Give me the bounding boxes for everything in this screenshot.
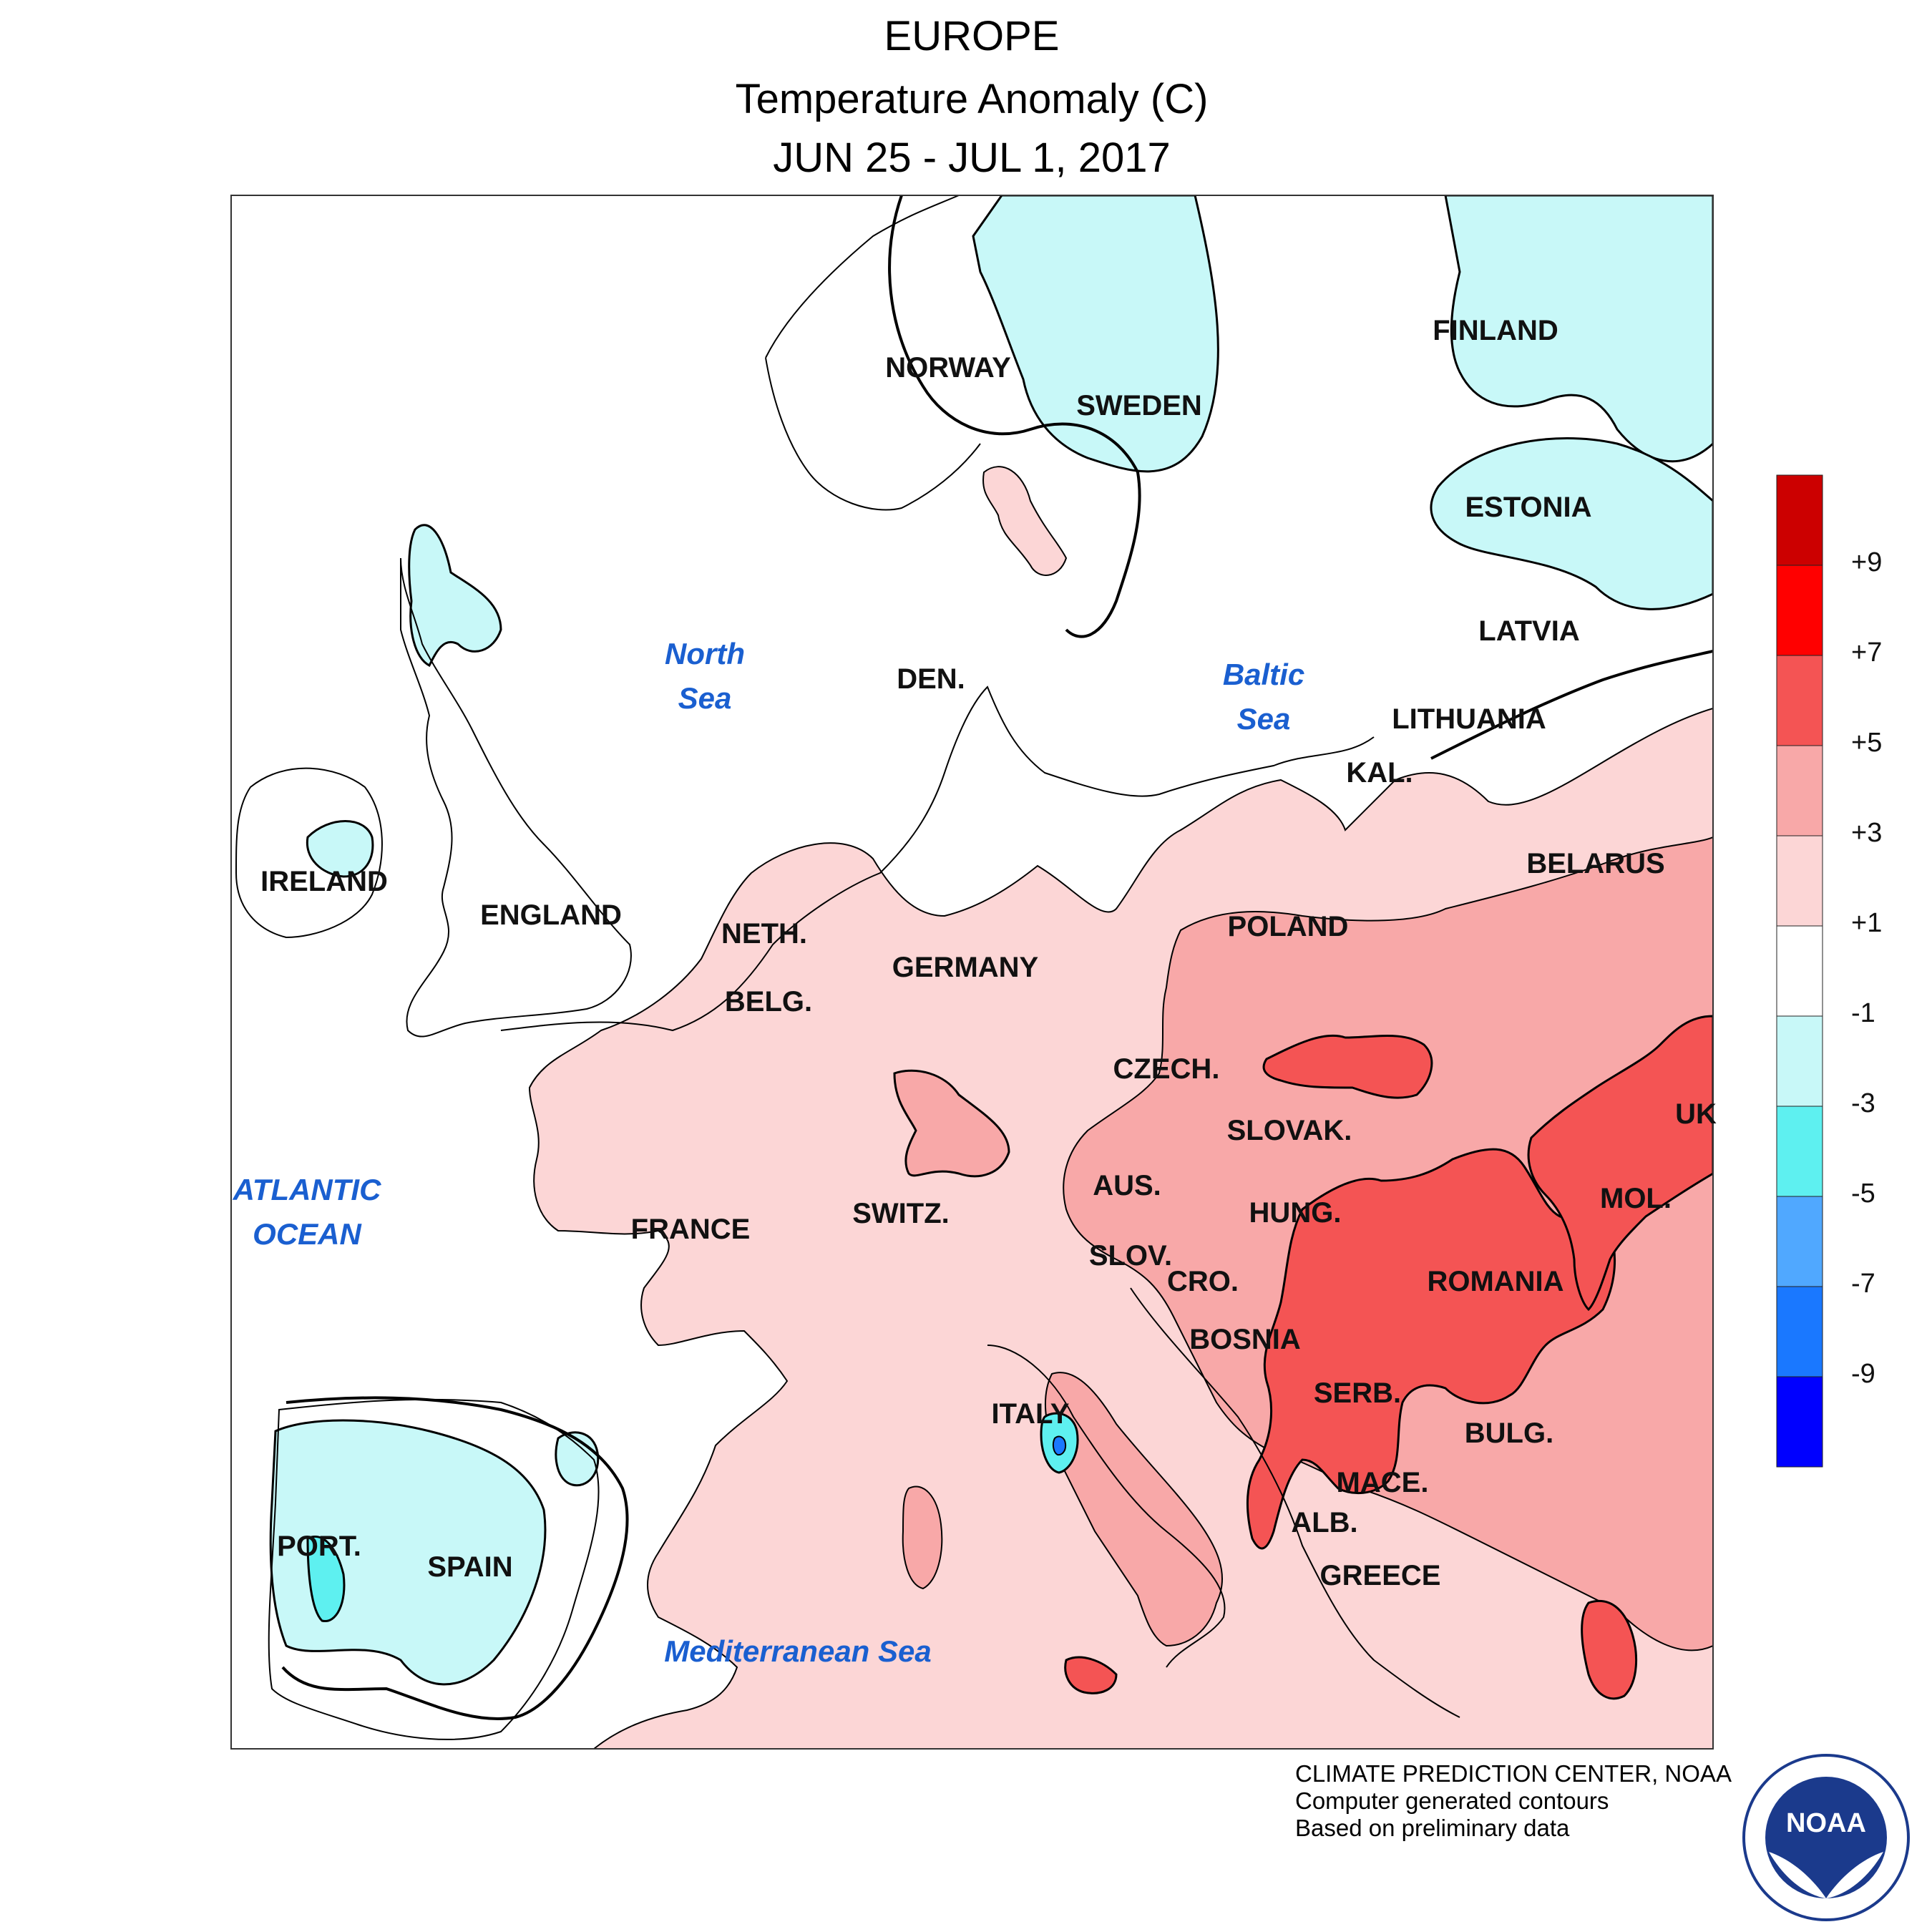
anomaly-region-iberia-cold (269, 1419, 547, 1686)
country-label-france: FRANCE (631, 1214, 751, 1245)
coastlines (235, 195, 1460, 1740)
sea-label-baltic-sea-1: Sea (1237, 702, 1291, 736)
anomaly-region-scotland-cold (408, 524, 502, 668)
country-label-estonia: ESTONIA (1465, 492, 1591, 523)
country-label-sweden: SWEDEN (1076, 390, 1202, 421)
credit-line-1: CLIMATE PREDICTION CENTER, NOAA (1295, 1760, 1732, 1787)
anomaly-region-portugal-cold-core (306, 1536, 346, 1622)
coastline-britain (400, 557, 632, 1038)
country-label-italy: ITALY (992, 1398, 1070, 1430)
country-label-serb: SERB. (1314, 1377, 1401, 1409)
country-label-czech: CZECH. (1113, 1053, 1220, 1085)
country-label-belg: BELG. (725, 986, 812, 1018)
noaa-logo-text: NOAA (1786, 1808, 1866, 1838)
country-label-lithuania: LITHUANIA (1392, 703, 1546, 735)
anomaly-region-finland-cold (1444, 195, 1713, 463)
anomaly-region-poland-strong-warm (1262, 1034, 1433, 1099)
coastline-italy (987, 1345, 1226, 1668)
coastline-ireland (235, 767, 383, 939)
contour-bold-baltic (1430, 650, 1713, 760)
country-label-bosnia: BOSNIA (1189, 1324, 1301, 1355)
country-label-den: DEN. (897, 663, 965, 695)
country-label-port: PORT. (277, 1531, 361, 1562)
country-label-mol: MOL. (1600, 1183, 1672, 1214)
anomaly-region-balkans-strong-warm (1246, 1148, 1616, 1550)
country-label-alb: ALB. (1291, 1507, 1357, 1538)
anomaly-region-italy-cold-center (1052, 1435, 1067, 1456)
noaa-logo: NOAA (1742, 1754, 1910, 1921)
map-title-period: JUN 25 - JUL 1, 2017 (773, 135, 1171, 181)
country-label-mace: MACE. (1337, 1467, 1429, 1498)
anomaly-region-sicily-strong-warm (1064, 1656, 1118, 1694)
map-frame (230, 195, 1714, 1750)
credit-line-3: Based on preliminary data (1295, 1815, 1570, 1841)
country-label-bulg: BULG. (1465, 1418, 1553, 1449)
contour-bold-scandinavia (888, 195, 1141, 638)
country-label-england: ENGLAND (480, 899, 622, 931)
anomaly-region-ukraine-strong-warm (1527, 1015, 1713, 1312)
country-label-norway: NORWAY (885, 352, 1011, 384)
anomaly-region-germany-south-strong (893, 1069, 1010, 1178)
contour-bold-iberia (281, 1396, 629, 1720)
sea-label-north-sea-0: North (665, 637, 745, 670)
sea-label-north-sea-1: Sea (678, 681, 732, 715)
sea-label-atlantic-ocean-1: OCEAN (253, 1217, 362, 1251)
country-label-spain: SPAIN (427, 1551, 512, 1583)
coastline-balkans (1130, 1287, 1460, 1718)
country-label-slovak: SLOVAK. (1227, 1115, 1352, 1146)
credit-line-2: Computer generated contours (1295, 1787, 1609, 1814)
anomaly-region-sardinia-mid-warm (902, 1485, 943, 1590)
country-label-belarus: BELARUS (1526, 848, 1664, 879)
country-label-poland: POLAND (1228, 911, 1349, 942)
country-label-aus: AUS. (1093, 1170, 1161, 1201)
country-label-greece: GREECE (1320, 1560, 1441, 1591)
country-label-slov: SLOV. (1089, 1240, 1172, 1272)
anomaly-region-sweden-south-warm (982, 466, 1068, 576)
map-title-variable: Temperature Anomaly (C) (735, 76, 1209, 122)
country-label-cro: CRO. (1167, 1266, 1239, 1297)
coastline-continent (500, 686, 1375, 1032)
coastline-iberia (268, 1398, 600, 1740)
country-label-finland: FINLAND (1433, 315, 1558, 346)
country-label-switz: SWITZ. (852, 1198, 950, 1229)
coastline-norway (765, 195, 981, 511)
anomaly-region-estonia-cold (1430, 437, 1713, 610)
country-label-neth: NETH. (721, 918, 807, 950)
map-labels: NORWAY SWEDEN FINLAND ESTONIA LATVIA LITHUANI… (233, 315, 1717, 1668)
sea-label-mediterranean-sea-0: Mediterranean Sea (664, 1634, 932, 1668)
country-label-hung: HUNG. (1249, 1197, 1342, 1229)
sea-label-atlantic-ocean-0: ATLANTIC (233, 1173, 382, 1206)
sea-label-baltic-sea-0: Baltic (1223, 658, 1304, 691)
country-label-latvia: LATVIA (1478, 615, 1579, 647)
anomaly-region-scandinavia-cold (972, 195, 1219, 473)
country-label-germany: GERMANY (892, 952, 1039, 983)
country-label-uk: UK (1675, 1098, 1717, 1130)
country-label-ireland: IRELAND (260, 866, 388, 897)
anomaly-region-ireland-cold (306, 820, 374, 878)
map-title-region: EUROPE (884, 13, 1060, 59)
anomaly-region-greece-strong-warm (1581, 1599, 1638, 1700)
noaa-bird-icon (1769, 1852, 1883, 1898)
country-label-kal: KAL. (1346, 757, 1413, 789)
country-label-romania: ROMANIA (1427, 1266, 1563, 1297)
